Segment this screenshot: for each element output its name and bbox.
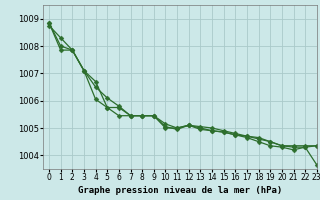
X-axis label: Graphe pression niveau de la mer (hPa): Graphe pression niveau de la mer (hPa) (78, 186, 282, 195)
